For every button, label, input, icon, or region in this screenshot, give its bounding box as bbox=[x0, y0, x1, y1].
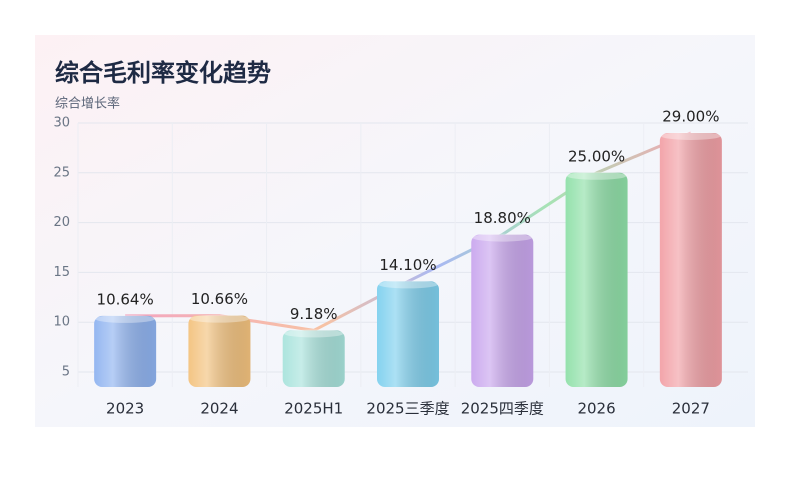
x-tick-label: 2025H1 bbox=[284, 400, 343, 418]
x-tick-label: 2026 bbox=[577, 400, 615, 418]
x-tick-label: 2023 bbox=[106, 400, 144, 418]
bar-shine bbox=[471, 234, 534, 387]
x-tick-label: 2025三季度 bbox=[366, 400, 449, 418]
value-label: 10.66% bbox=[191, 290, 248, 308]
bar-cap bbox=[472, 233, 533, 242]
y-tick-label: 5 bbox=[62, 365, 70, 380]
bar-shine bbox=[377, 281, 439, 387]
chart-title: 综合毛利率变化趋势 bbox=[55, 59, 271, 87]
bar-cap bbox=[378, 280, 438, 289]
value-label: 18.80% bbox=[474, 209, 531, 227]
bar-cap bbox=[95, 314, 156, 323]
bar-cap bbox=[283, 329, 344, 338]
bar-cap bbox=[566, 171, 627, 180]
value-label: 25.00% bbox=[568, 147, 625, 165]
y-tick-label: 25 bbox=[53, 165, 70, 180]
bar-shine bbox=[282, 330, 345, 387]
value-label: 10.64% bbox=[97, 290, 154, 308]
y-tick-label: 10 bbox=[53, 315, 70, 330]
bar-shine bbox=[659, 132, 722, 387]
y-tick-label: 20 bbox=[53, 215, 70, 230]
x-tick-label: 2027 bbox=[672, 400, 710, 418]
value-label: 9.18% bbox=[290, 305, 338, 323]
x-tick-label: 2024 bbox=[200, 400, 238, 418]
y-axis-label: 综合增长率 bbox=[55, 96, 120, 112]
bar-shine bbox=[565, 172, 628, 387]
bar-shine bbox=[188, 315, 251, 387]
y-tick-label: 15 bbox=[53, 265, 70, 280]
bar-shine bbox=[94, 315, 157, 387]
bar-cap bbox=[189, 314, 250, 323]
x-tick-label: 2025四季度 bbox=[461, 400, 544, 418]
bar-cap bbox=[660, 131, 721, 140]
value-label: 29.00% bbox=[662, 107, 719, 125]
value-label: 14.10% bbox=[379, 256, 436, 274]
y-tick-label: 30 bbox=[53, 116, 70, 131]
